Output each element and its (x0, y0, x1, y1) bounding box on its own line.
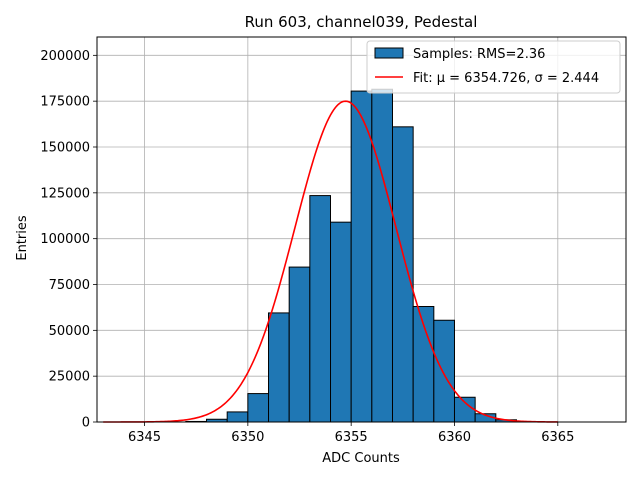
x-tick-label: 6365 (541, 430, 574, 445)
legend-histogram-swatch (374, 47, 404, 59)
y-tick-label: 50000 (49, 324, 90, 339)
histogram-bars (185, 88, 538, 423)
histogram-bar (330, 221, 352, 423)
histogram-bar (226, 411, 249, 423)
y-tick-label: 100000 (40, 232, 90, 247)
y-tick-label: 25000 (49, 370, 90, 385)
x-tick-label: 6360 (438, 430, 471, 445)
x-axis-label: ADC Counts (322, 451, 400, 466)
x-tick-label: 6350 (231, 430, 264, 445)
legend: Samples: RMS=2.36 Fit: μ = 6354.726, σ =… (366, 40, 621, 94)
y-tick-label: 75000 (49, 278, 90, 293)
histogram-bar (371, 88, 393, 423)
histogram-bar (288, 266, 311, 423)
histogram-bar (453, 396, 476, 423)
y-tick-label: 0 (82, 416, 90, 431)
histogram-bar (350, 90, 373, 423)
x-tick-label: 6355 (335, 430, 368, 445)
histogram-bar (391, 126, 414, 423)
legend-histogram-label: Samples: RMS=2.36 (413, 47, 545, 62)
y-tick-label: 125000 (40, 186, 90, 201)
plot-frame (96, 36, 627, 423)
chart-title: Run 603, channel039, Pedestal (245, 13, 478, 31)
histogram-bar (268, 312, 290, 423)
y-tick-label: 200000 (40, 49, 90, 64)
y-tick-label: 150000 (40, 141, 90, 156)
gaussian-fit-curve (103, 100, 558, 423)
histogram-bar (247, 393, 270, 423)
histogram-bar (433, 319, 455, 423)
legend-box (366, 40, 621, 94)
y-axis-label: Entries (15, 215, 30, 261)
legend-fit-label: Fit: μ = 6354.726, σ = 2.444 (413, 71, 599, 86)
x-tick-label: 6345 (128, 430, 161, 445)
y-tick-label: 175000 (40, 95, 90, 110)
x-axis-ticks: 6345 6350 6355 6360 6365 (128, 422, 574, 445)
histogram-bar (309, 195, 332, 423)
y-axis-ticks: 0 25000 50000 75000 100000 125000 150000 175000… (40, 49, 97, 431)
